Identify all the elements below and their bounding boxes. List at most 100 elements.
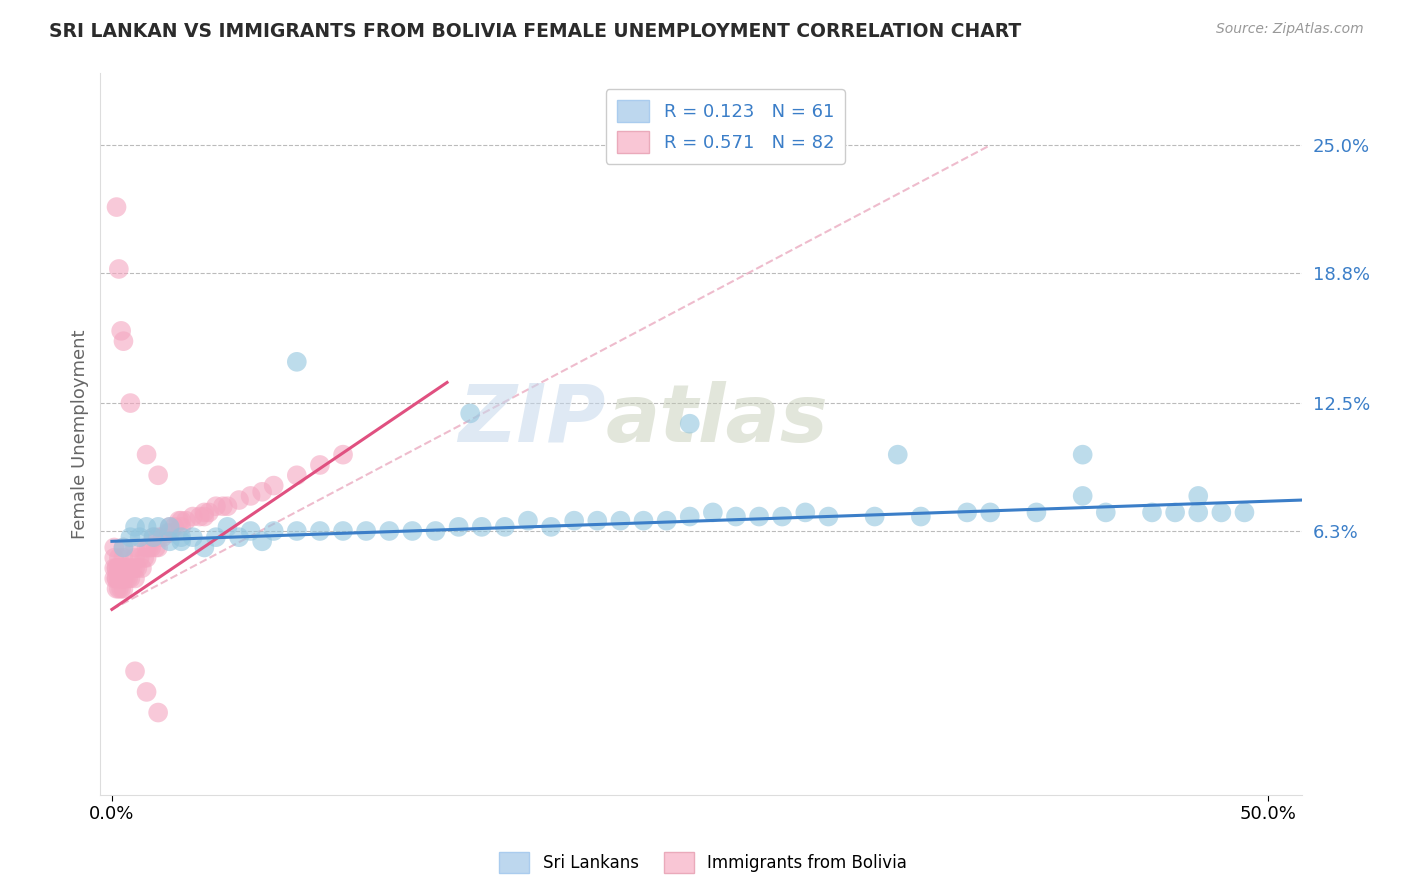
Point	[401, 524, 423, 538]
Point	[494, 520, 516, 534]
Point	[863, 509, 886, 524]
Point	[910, 509, 932, 524]
Point	[112, 561, 135, 575]
Point	[135, 550, 157, 565]
Point	[141, 541, 163, 555]
Point	[103, 541, 125, 555]
Point	[120, 396, 142, 410]
Point	[120, 561, 142, 575]
Point	[124, 561, 146, 575]
Point	[188, 509, 211, 524]
Point	[205, 500, 228, 514]
Text: Source: ZipAtlas.com: Source: ZipAtlas.com	[1216, 22, 1364, 37]
Point	[110, 582, 132, 596]
Point	[103, 550, 125, 565]
Point	[174, 514, 197, 528]
Point	[228, 530, 250, 544]
Point	[112, 561, 135, 575]
Point	[124, 520, 146, 534]
Point	[217, 500, 239, 514]
Point	[250, 484, 273, 499]
Point	[108, 262, 131, 277]
Point	[679, 417, 702, 431]
Point	[458, 406, 481, 420]
Point	[112, 541, 135, 555]
Point	[1140, 505, 1163, 519]
Point	[193, 541, 215, 555]
Point	[1187, 505, 1209, 519]
Point	[447, 520, 470, 534]
Point	[540, 520, 562, 534]
Point	[239, 524, 262, 538]
Point	[112, 571, 135, 585]
Point	[112, 582, 135, 596]
Point	[586, 514, 609, 528]
Point	[817, 509, 839, 524]
Point	[110, 324, 132, 338]
Point	[170, 514, 193, 528]
Point	[145, 541, 167, 555]
Point	[142, 530, 165, 544]
Point	[108, 561, 131, 575]
Point	[146, 520, 169, 534]
Point	[108, 582, 131, 596]
Point	[354, 524, 377, 538]
Y-axis label: Female Unemployment: Female Unemployment	[72, 329, 89, 539]
Point	[163, 520, 186, 534]
Point	[562, 514, 585, 528]
Point	[1187, 489, 1209, 503]
Point	[1233, 505, 1256, 519]
Point	[124, 571, 146, 585]
Point	[1071, 448, 1094, 462]
Point	[105, 561, 128, 575]
Point	[121, 561, 143, 575]
Point	[1025, 505, 1047, 519]
Point	[134, 550, 156, 565]
Point	[724, 509, 747, 524]
Point	[887, 448, 910, 462]
Point	[138, 541, 160, 555]
Point	[159, 526, 181, 541]
Point	[110, 571, 132, 585]
Point	[159, 520, 181, 534]
Point	[748, 509, 770, 524]
Point	[193, 505, 215, 519]
Point	[128, 530, 150, 544]
Point	[124, 550, 146, 565]
Point	[105, 571, 128, 585]
Text: ZIP: ZIP	[458, 381, 605, 458]
Point	[105, 582, 128, 596]
Point	[135, 520, 157, 534]
Point	[146, 541, 169, 555]
Point	[124, 541, 146, 555]
Point	[309, 458, 332, 472]
Point	[146, 468, 169, 483]
Point	[250, 534, 273, 549]
Point	[108, 571, 131, 585]
Point	[135, 541, 157, 555]
Point	[112, 550, 135, 565]
Point	[167, 514, 190, 528]
Point	[114, 571, 136, 585]
Point	[156, 526, 179, 541]
Point	[228, 493, 250, 508]
Text: SRI LANKAN VS IMMIGRANTS FROM BOLIVIA FEMALE UNEMPLOYMENT CORRELATION CHART: SRI LANKAN VS IMMIGRANTS FROM BOLIVIA FE…	[49, 22, 1022, 41]
Point	[212, 500, 235, 514]
Point	[135, 448, 157, 462]
Point	[103, 561, 125, 575]
Point	[170, 530, 193, 544]
Point	[794, 505, 817, 519]
Point	[679, 509, 702, 524]
Point	[609, 514, 631, 528]
Point	[159, 520, 181, 534]
Point	[110, 571, 132, 585]
Point	[131, 561, 153, 575]
Point	[112, 571, 135, 585]
Point	[702, 505, 724, 519]
Point	[239, 489, 262, 503]
Point	[142, 530, 165, 544]
Point	[205, 530, 228, 544]
Point	[217, 520, 239, 534]
Point	[770, 509, 793, 524]
Legend: Sri Lankans, Immigrants from Bolivia: Sri Lankans, Immigrants from Bolivia	[492, 846, 914, 880]
